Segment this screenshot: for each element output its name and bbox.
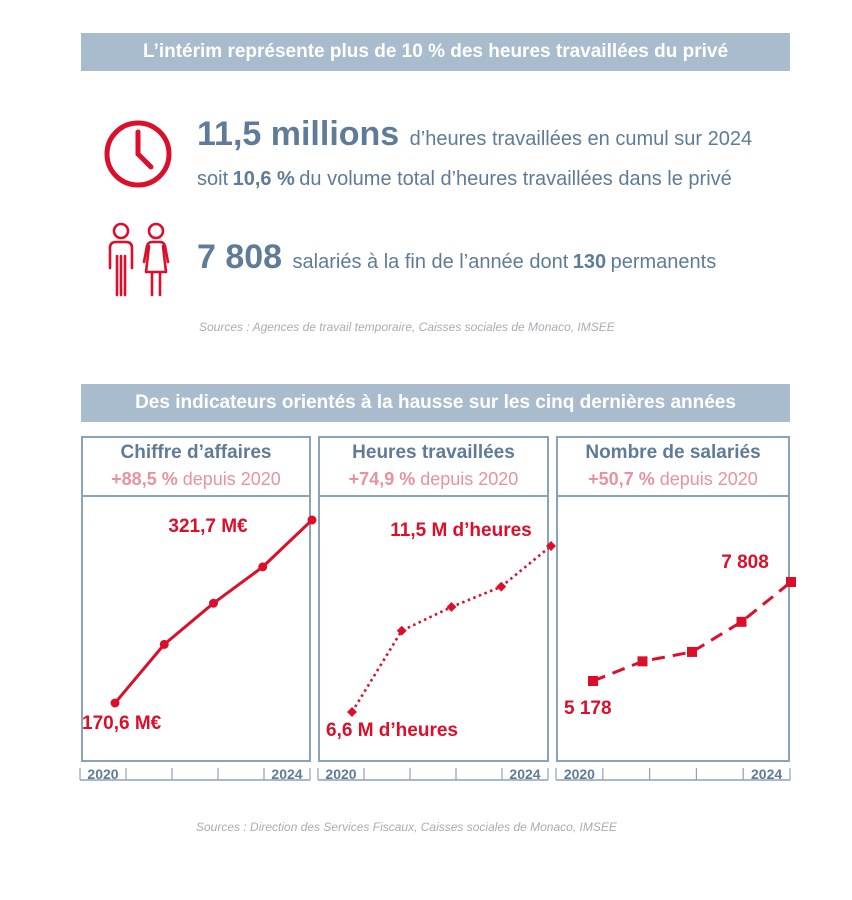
- data-point: [546, 541, 556, 551]
- x-tick-label: 2024: [271, 766, 302, 782]
- hours-big-value: 11,5 millions: [197, 115, 400, 153]
- panel-header-1: Chiffre d’affaires +88,5 % depuis 2020: [81, 436, 311, 496]
- panel-title: Chiffre d’affaires: [120, 442, 272, 463]
- data-point: [496, 581, 507, 592]
- panel-title: Heures travaillées: [352, 442, 515, 463]
- series-line: [592, 580, 792, 683]
- bottom-banner: Des indicateurs orientés à la hausse sur…: [81, 384, 790, 422]
- growth-value: +50,7 %: [588, 469, 655, 489]
- series-line: [350, 544, 552, 713]
- series-line: [113, 518, 314, 704]
- growth-text: depuis 2020: [659, 469, 758, 489]
- data-point: [159, 639, 169, 649]
- top-banner: L’intérim représente plus de 10 % des he…: [81, 33, 790, 71]
- x-tick-label: 2020: [325, 766, 356, 782]
- data-point: [347, 707, 357, 717]
- growth-text: depuis 2020: [182, 469, 281, 489]
- data-point: [209, 598, 218, 608]
- source-top: Sources : Agences de travail temporaire,…: [199, 320, 615, 334]
- growth-value: +74,9 %: [348, 469, 416, 489]
- people-icon: [108, 222, 170, 297]
- data-point: [446, 602, 457, 612]
- data-label-last: 11,5 M d’heures: [390, 520, 532, 541]
- share-value: 10,6 %: [232, 168, 295, 190]
- panel-title: Nombre de salariés: [585, 442, 761, 463]
- clock-icon: [104, 120, 172, 188]
- data-point: [786, 577, 796, 587]
- plot-frame: [318, 495, 549, 762]
- panel-header-2: Heures travaillées +74,9 % depuis 2020: [318, 436, 549, 496]
- permanent-text: permanents: [610, 251, 717, 273]
- data-point: [588, 676, 598, 686]
- employees-big-value: 7 808: [197, 238, 283, 276]
- employees-text: salariés à la fin de l’année dont: [292, 251, 569, 273]
- data-point: [258, 562, 268, 572]
- permanent-value: 130: [572, 251, 607, 273]
- data-point: [110, 698, 120, 708]
- data-point: [687, 646, 697, 657]
- data-label-first: 170,6 M€: [82, 713, 162, 734]
- data-label-last: 321,7 M€: [168, 516, 248, 537]
- source-bottom: Sources : Direction des Services Fiscaux…: [196, 820, 617, 834]
- x-tick-label: 2020: [564, 766, 595, 782]
- x-tick-label: 2024: [751, 766, 782, 782]
- data-label-first: 6,6 M d’heures: [326, 720, 458, 741]
- x-tick-label: 2020: [87, 766, 118, 782]
- data-point: [736, 616, 747, 627]
- growth-value: +88,5 %: [111, 469, 178, 489]
- data-point: [396, 625, 407, 636]
- data-label-last: 7 808: [721, 552, 769, 573]
- growth-text: depuis 2020: [420, 469, 519, 489]
- x-tick-label: 2024: [509, 766, 540, 782]
- clock-face: [104, 120, 172, 188]
- plot-frame: [556, 495, 790, 762]
- share-prefix: soit: [197, 168, 229, 190]
- clock-hand-minute: [135, 151, 154, 170]
- share-text: du volume total d’heures travaillées dan…: [299, 168, 732, 190]
- panel-header-3: Nombre de salariés +50,7 % depuis 2020: [556, 436, 790, 496]
- data-label-first: 5 178: [564, 698, 612, 719]
- data-point: [307, 515, 317, 525]
- data-point: [637, 656, 648, 667]
- hours-text: d’heures travaillées en cumul sur 2024: [409, 128, 753, 150]
- plot-frame: [81, 495, 311, 762]
